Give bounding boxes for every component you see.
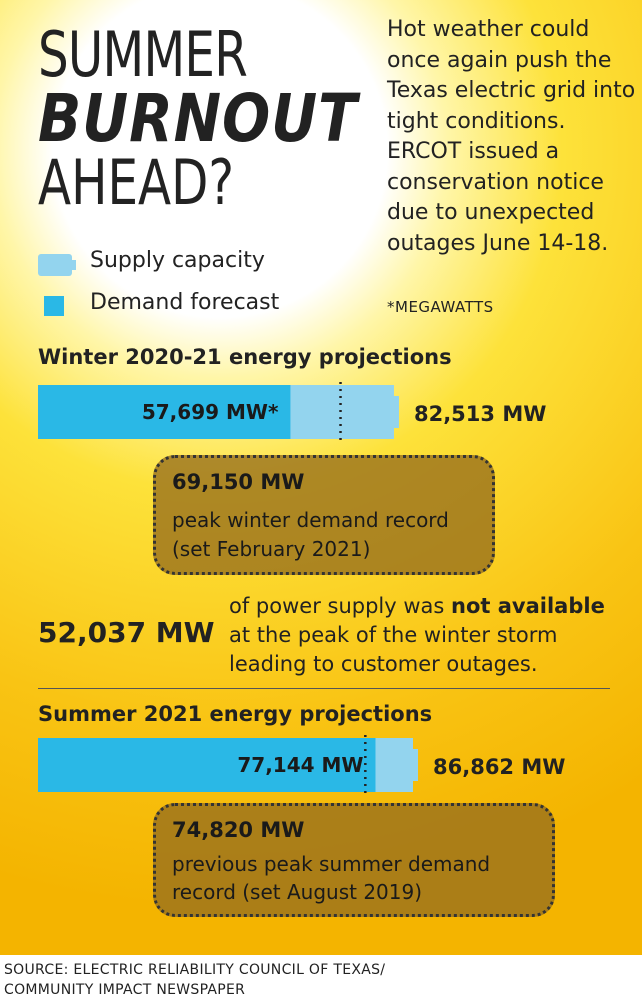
demand-swatch <box>44 296 64 316</box>
winter-record-text-1: peak winter demand record <box>172 508 449 532</box>
source-credit: SOURCE: ELECTRIC RELIABILITY COUNCIL OF … <box>4 960 385 1000</box>
summer-record-box: 74,820 MW previous peak summer demand re… <box>153 803 555 917</box>
supply-swatch <box>38 254 72 276</box>
summer-record-text-2: record (set August 2019) <box>172 880 423 904</box>
source-line-2: COMMUNITY IMPACT NEWSPAPER <box>4 982 246 998</box>
outage-text-bold: not available <box>451 594 605 618</box>
winter-record-box: 69,150 MW peak winter demand record (set… <box>153 455 495 575</box>
source-line-1: SOURCE: ELECTRIC RELIABILITY COUNCIL OF … <box>4 962 386 978</box>
summer-bar-chart: 77,144 MW 86,862 MW <box>38 735 565 795</box>
winter-demand-bar <box>38 385 291 439</box>
title-line-2: BURNOUT <box>38 80 358 157</box>
intro-text: Hot weather could once again push the Te… <box>387 17 636 256</box>
supply-swatch-icon <box>38 254 76 276</box>
summer-section-title: Summer 2021 energy projections <box>38 702 433 726</box>
unit-note: *MEGAWATTS <box>387 298 494 316</box>
supply-swatch-tip <box>72 260 76 270</box>
outage-line-1: of power supply was not available <box>229 592 634 621</box>
summer-supply-bar-tip <box>413 749 418 781</box>
winter-record-text-2: (set February 2021) <box>172 537 371 561</box>
legend-item-supply: Supply capacity <box>38 248 358 282</box>
legend-item-demand: Demand forecast <box>38 290 358 324</box>
outage-value: 52,037 MW <box>38 616 215 649</box>
summer-record-text-1: previous peak summer demand <box>172 852 491 876</box>
winter-demand-label: 57,699 MW* <box>142 400 279 424</box>
title-line-1: SUMMER <box>38 18 248 91</box>
summer-demand-bar <box>38 738 376 792</box>
outage-text: of power supply was not available at the… <box>229 592 634 679</box>
summer-record-value: 74,820 MW <box>172 818 305 842</box>
legend-demand-label: Demand forecast <box>90 290 280 315</box>
summer-supply-label: 86,862 MW <box>433 755 565 779</box>
winter-section-title: Winter 2020-21 energy projections <box>38 345 452 369</box>
outage-text-before: of power supply was <box>229 594 452 618</box>
winter-bar-chart: 57,699 MW* 82,513 MW <box>38 382 546 442</box>
winter-record-value: 69,150 MW <box>172 470 305 494</box>
legend-supply-label: Supply capacity <box>90 248 265 273</box>
section-divider <box>38 688 610 689</box>
winter-supply-bar-tip <box>393 396 399 428</box>
demand-swatch-icon <box>44 296 64 316</box>
outage-line-3: leading to customer outages. <box>229 652 538 676</box>
summer-demand-label: 77,144 MW <box>237 753 363 777</box>
title-line-3: AHEAD? <box>38 146 234 219</box>
winter-supply-label: 82,513 MW <box>414 402 546 426</box>
outage-line-2: at the peak of the winter storm <box>229 623 558 647</box>
